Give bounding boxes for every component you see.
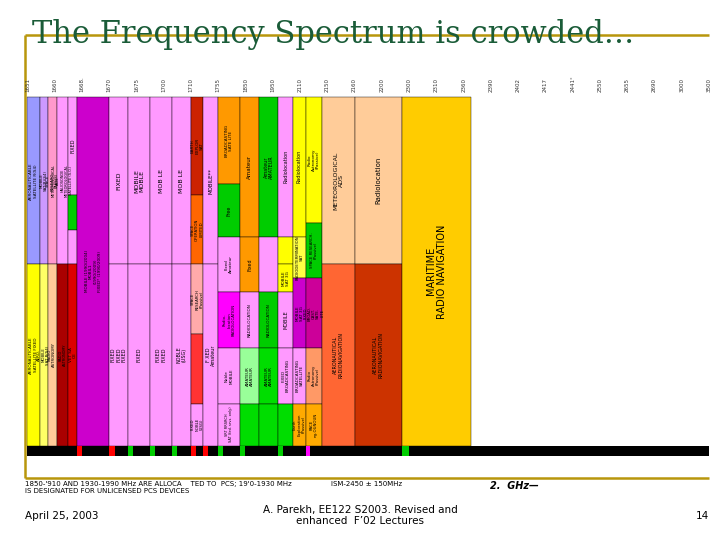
Text: F XED
Amateur: F XED Amateur — [206, 344, 216, 366]
Text: RADIO
ASTRONOMY: RADIO ASTRONOMY — [48, 342, 56, 367]
Bar — [305, 278, 322, 348]
Text: 2.  GHz—: 2. GHz— — [490, 481, 539, 491]
Bar — [355, 265, 402, 446]
Bar — [191, 446, 196, 456]
Bar — [77, 446, 82, 456]
Text: RACE
ng-OUNOUN: RACE ng-OUNOUN — [310, 413, 318, 437]
Text: Amateur
AMATEUR: Amateur AMATEUR — [264, 155, 274, 179]
Bar — [191, 404, 203, 446]
Text: 3000: 3000 — [680, 78, 685, 92]
Bar — [293, 348, 305, 404]
Bar — [278, 237, 293, 265]
Text: MOBILE
SAT 3G: MOBILE SAT 3G — [295, 305, 304, 321]
Bar — [191, 97, 203, 195]
Text: 1850-'910 AND 1930-1990 MHz ARE ALLOCA    TED TO  PCS; 19'0-1930 MHz
IS DESIGNAT: 1850-'910 AND 1930-1990 MHz ARE ALLOCA T… — [25, 481, 292, 494]
Text: 14: 14 — [696, 511, 709, 521]
Bar — [109, 265, 128, 446]
Bar — [48, 97, 57, 265]
Bar — [172, 265, 191, 446]
Text: MOBILE (1990/2004)
MOBIL1
(1990/2009)
FIXED* (1990/2009): MOBILE (1990/2004) MOBIL1 (1990/2009) FI… — [85, 250, 102, 293]
Text: 2441°: 2441° — [570, 75, 575, 92]
Text: SPACE
RESEARCH
(Passive): SPACE RESEARCH (Passive) — [191, 289, 204, 309]
Bar — [355, 97, 402, 265]
Bar — [293, 97, 305, 237]
Bar — [322, 97, 355, 265]
Bar — [218, 292, 240, 348]
Bar — [77, 97, 109, 446]
Text: METEOROLOGICAL
AIDS
HALIOSONDE
METEOROLOGICAL
SATELLITE (S.O.): METEOROLOGICAL AIDS HALIOSONDE METEOROLO… — [52, 164, 73, 197]
Text: FIXED
FIXED: FIXED FIXED — [156, 348, 166, 362]
Text: AERONAUTICABLE
SATELLITE R(S4): AERONAUTICABLE SATELLITE R(S4) — [30, 162, 37, 200]
Bar — [191, 195, 203, 265]
Text: 2390: 2390 — [488, 78, 493, 92]
Bar — [402, 97, 471, 446]
Bar — [278, 446, 283, 456]
Bar — [259, 237, 278, 292]
Text: FIXED
BROADCASTING: FIXED BROADCASTING — [282, 359, 290, 393]
Bar — [68, 97, 77, 195]
Text: MOB LE: MOB LE — [158, 169, 163, 193]
Bar — [240, 292, 259, 348]
Text: 2160: 2160 — [352, 78, 357, 92]
Text: FIXED
FIXED
FIXED: FIXED FIXED FIXED — [111, 348, 127, 362]
Text: AERO.
MOBILE
SAT R(S4): AERO. MOBILE SAT R(S4) — [37, 345, 50, 364]
Bar — [128, 446, 133, 456]
Text: Radio
Astronomy
(Passive): Radio Astronomy (Passive) — [307, 365, 320, 387]
Text: BROADCASTING
SATE LITE: BROADCASTING SATE LITE — [225, 124, 233, 157]
Text: AERONAUTICABLE
SATELLITE FIXED: AERONAUTICABLE SATELLITE FIXED — [30, 336, 37, 374]
Bar — [172, 446, 176, 456]
Bar — [218, 184, 240, 237]
Text: SPACE
RESEARO-
PASS(8): SPACE RESEARO- PASS(8) — [46, 171, 58, 191]
Bar — [128, 97, 150, 265]
Bar — [109, 446, 114, 456]
Bar — [203, 265, 218, 446]
Bar — [27, 97, 40, 265]
Text: 1850: 1850 — [243, 78, 248, 92]
Text: Radio
Astronomy
(Passive): Radio Astronomy (Passive) — [307, 148, 320, 171]
Text: 1651: 1651 — [25, 78, 30, 92]
Bar — [259, 97, 278, 237]
Bar — [293, 404, 305, 446]
Bar — [150, 97, 172, 265]
Bar — [278, 292, 293, 348]
Text: MOBILE**: MOBILE** — [208, 168, 213, 194]
Bar — [240, 97, 259, 237]
Bar — [128, 265, 150, 446]
Text: 1668.: 1668. — [79, 76, 84, 92]
Text: METEOROLOGICAL
ADS: METEOROLOGICAL ADS — [333, 152, 343, 210]
Bar — [57, 97, 68, 265]
Bar — [259, 404, 278, 446]
Text: Earth
Exploration
(Passive): Earth Exploration (Passive) — [293, 413, 306, 436]
Text: RADIO
ASTRONOMY: RADIO ASTRONOMY — [58, 343, 67, 366]
Text: 2655: 2655 — [625, 78, 630, 92]
Text: VET SA
OE: VET SA OE — [68, 348, 77, 362]
Text: FIXED: FIXED — [137, 348, 142, 362]
Text: 1950: 1950 — [270, 78, 275, 92]
Text: Radiolocation: Radiolocation — [376, 157, 382, 205]
Bar — [203, 446, 208, 456]
Text: MARITIME
RADIO NAVIGATION: MARITIME RADIO NAVIGATION — [426, 224, 447, 319]
Bar — [278, 404, 293, 446]
Text: 1755: 1755 — [216, 78, 221, 92]
Bar — [402, 446, 409, 456]
Text: 1710: 1710 — [189, 78, 194, 92]
Bar — [191, 334, 203, 404]
Bar — [40, 97, 48, 265]
Bar — [278, 97, 293, 237]
Bar — [218, 404, 240, 446]
Bar — [259, 292, 278, 348]
Bar — [305, 446, 310, 456]
Bar — [203, 97, 218, 265]
Text: FIXED
NOBLE
(USG): FIXED NOBLE (USG) — [191, 418, 204, 431]
Text: Free: Free — [227, 205, 232, 215]
Bar — [68, 265, 77, 446]
Text: SRT RRSRCH
SAT (fed. srvs. only): SRT RRSRCH SAT (fed. srvs. only) — [225, 407, 233, 442]
Bar — [68, 230, 77, 265]
Bar — [259, 348, 278, 404]
Text: MOBILE
SAT 3G: MOBILE SAT 3G — [282, 271, 290, 286]
Bar — [48, 265, 57, 446]
Bar — [240, 237, 259, 292]
Text: MOBILE: MOBILE — [283, 310, 288, 329]
Bar — [109, 97, 128, 265]
Text: SPACE
OPERATION
LIMITED: SPACE OPERATION LIMITED — [191, 218, 204, 241]
